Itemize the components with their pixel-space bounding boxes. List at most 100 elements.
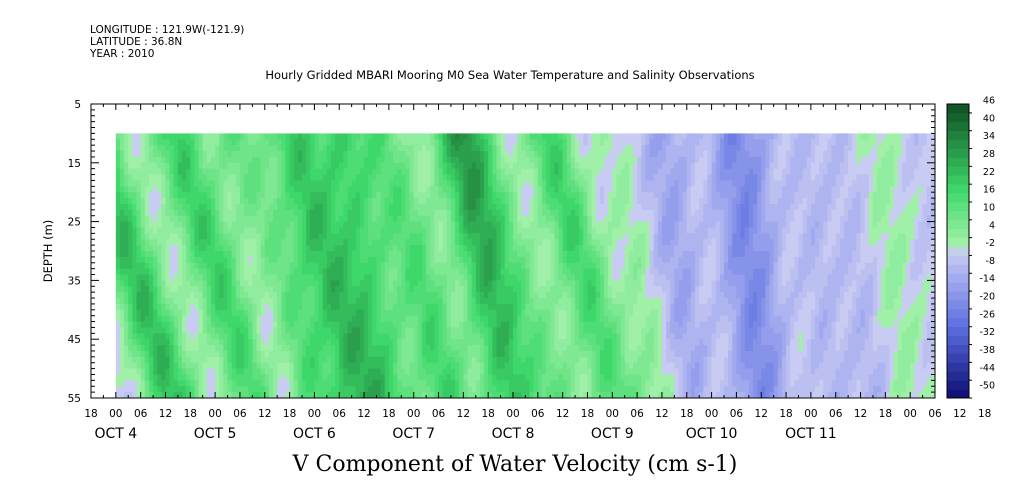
heatmap-cell xyxy=(484,251,489,258)
heatmap-cell xyxy=(467,303,473,311)
heatmap-cell xyxy=(417,221,423,228)
heatmap-cell xyxy=(314,362,319,369)
heatmap-cell xyxy=(446,333,452,340)
heatmap-cell xyxy=(558,292,564,299)
heatmap-cell xyxy=(281,303,286,311)
heatmap-cell xyxy=(202,192,208,199)
heatmap-cell xyxy=(124,345,129,352)
heatmap-cell xyxy=(326,386,332,393)
heatmap-cell xyxy=(566,139,572,146)
heatmap-cell xyxy=(343,139,348,146)
heatmap-cell xyxy=(479,151,485,158)
heatmap-cell xyxy=(297,368,303,375)
heatmap-cell xyxy=(132,139,137,146)
heatmap-cell xyxy=(463,380,468,387)
heatmap-cell xyxy=(488,256,493,264)
heatmap-cell xyxy=(223,339,228,346)
heatmap-cell xyxy=(405,203,410,211)
heatmap-cell xyxy=(293,362,299,369)
heatmap-cell xyxy=(144,192,150,199)
heatmap-cell xyxy=(297,268,303,275)
heatmap-cell xyxy=(153,368,158,375)
heatmap-cell xyxy=(421,221,427,228)
heatmap-cell xyxy=(384,180,390,187)
heatmap-cell xyxy=(297,151,303,158)
heatmap-cell xyxy=(132,274,137,281)
heatmap-cell xyxy=(190,256,195,264)
heatmap-cell xyxy=(546,321,551,328)
heatmap-cell xyxy=(426,239,431,246)
heatmap-cell xyxy=(421,156,427,164)
heatmap-cell xyxy=(293,209,299,217)
heatmap-cell xyxy=(409,215,415,222)
heatmap-cell xyxy=(504,392,510,399)
heatmap-cell xyxy=(525,256,530,264)
heatmap-cell xyxy=(115,245,121,252)
heatmap-cell xyxy=(330,321,336,328)
heatmap-cell xyxy=(223,139,228,146)
heatmap-cell xyxy=(326,203,332,211)
heatmap-cell xyxy=(388,380,394,387)
heatmap-cell xyxy=(566,156,572,164)
heatmap-cell xyxy=(330,221,336,228)
heatmap-cell xyxy=(239,203,245,211)
heatmap-cell xyxy=(244,345,249,352)
heatmap-cell xyxy=(231,280,237,287)
heatmap-cell xyxy=(148,280,154,287)
heatmap-cell xyxy=(289,386,295,393)
heatmap-cell xyxy=(260,174,266,181)
heatmap-cell xyxy=(450,327,456,334)
heatmap-cell xyxy=(384,292,390,299)
heatmap-cell xyxy=(289,315,295,322)
heatmap-cell xyxy=(546,350,551,358)
heatmap-cell xyxy=(355,292,361,299)
heatmap-cell xyxy=(417,280,423,287)
heatmap-cell xyxy=(570,298,576,305)
heatmap-cell xyxy=(372,192,377,199)
heatmap-cell xyxy=(417,180,423,187)
heatmap-cell xyxy=(446,315,452,322)
heatmap-cell xyxy=(264,174,270,181)
heatmap-cell xyxy=(517,186,522,193)
heatmap-cell xyxy=(426,133,431,140)
heatmap-cell xyxy=(376,151,382,158)
heatmap-cell xyxy=(401,298,406,305)
heatmap-cell xyxy=(409,321,415,328)
heatmap-cell xyxy=(442,315,448,322)
heatmap-cell xyxy=(161,174,166,181)
heatmap-cell xyxy=(500,139,506,146)
heatmap-cell xyxy=(306,239,311,246)
heatmap-cell xyxy=(132,168,137,175)
heatmap-cell xyxy=(442,186,448,193)
heatmap-cell xyxy=(326,256,332,264)
heatmap-cell xyxy=(450,162,456,170)
heatmap-cell xyxy=(132,362,137,369)
heatmap-cell xyxy=(136,227,142,234)
heatmap-cell xyxy=(202,133,208,140)
heatmap-cell xyxy=(277,239,282,246)
heatmap-cell xyxy=(335,168,340,175)
heatmap-cell xyxy=(173,162,179,170)
heatmap-cell xyxy=(347,327,353,334)
heatmap-cell xyxy=(513,162,518,170)
heatmap-cell xyxy=(570,145,576,152)
heatmap-cell xyxy=(446,203,452,211)
heatmap-cell xyxy=(496,274,501,281)
heatmap-cell xyxy=(364,386,369,393)
heatmap-cell xyxy=(397,286,402,293)
heatmap-cell xyxy=(434,327,439,334)
heatmap-cell xyxy=(132,380,137,387)
heatmap-cell xyxy=(442,392,448,399)
heatmap-cell xyxy=(558,327,564,334)
heatmap-cell xyxy=(442,227,448,234)
heatmap-cell xyxy=(359,256,365,264)
heatmap-cell xyxy=(219,262,224,270)
heatmap-cell xyxy=(388,221,394,228)
heatmap-cell xyxy=(566,180,572,187)
heatmap-cell xyxy=(144,315,150,322)
heatmap-cell xyxy=(252,239,257,246)
heatmap-cell xyxy=(393,356,398,364)
heatmap-cell xyxy=(289,139,295,146)
heatmap-cell xyxy=(409,192,415,199)
heatmap-cell xyxy=(310,186,315,193)
